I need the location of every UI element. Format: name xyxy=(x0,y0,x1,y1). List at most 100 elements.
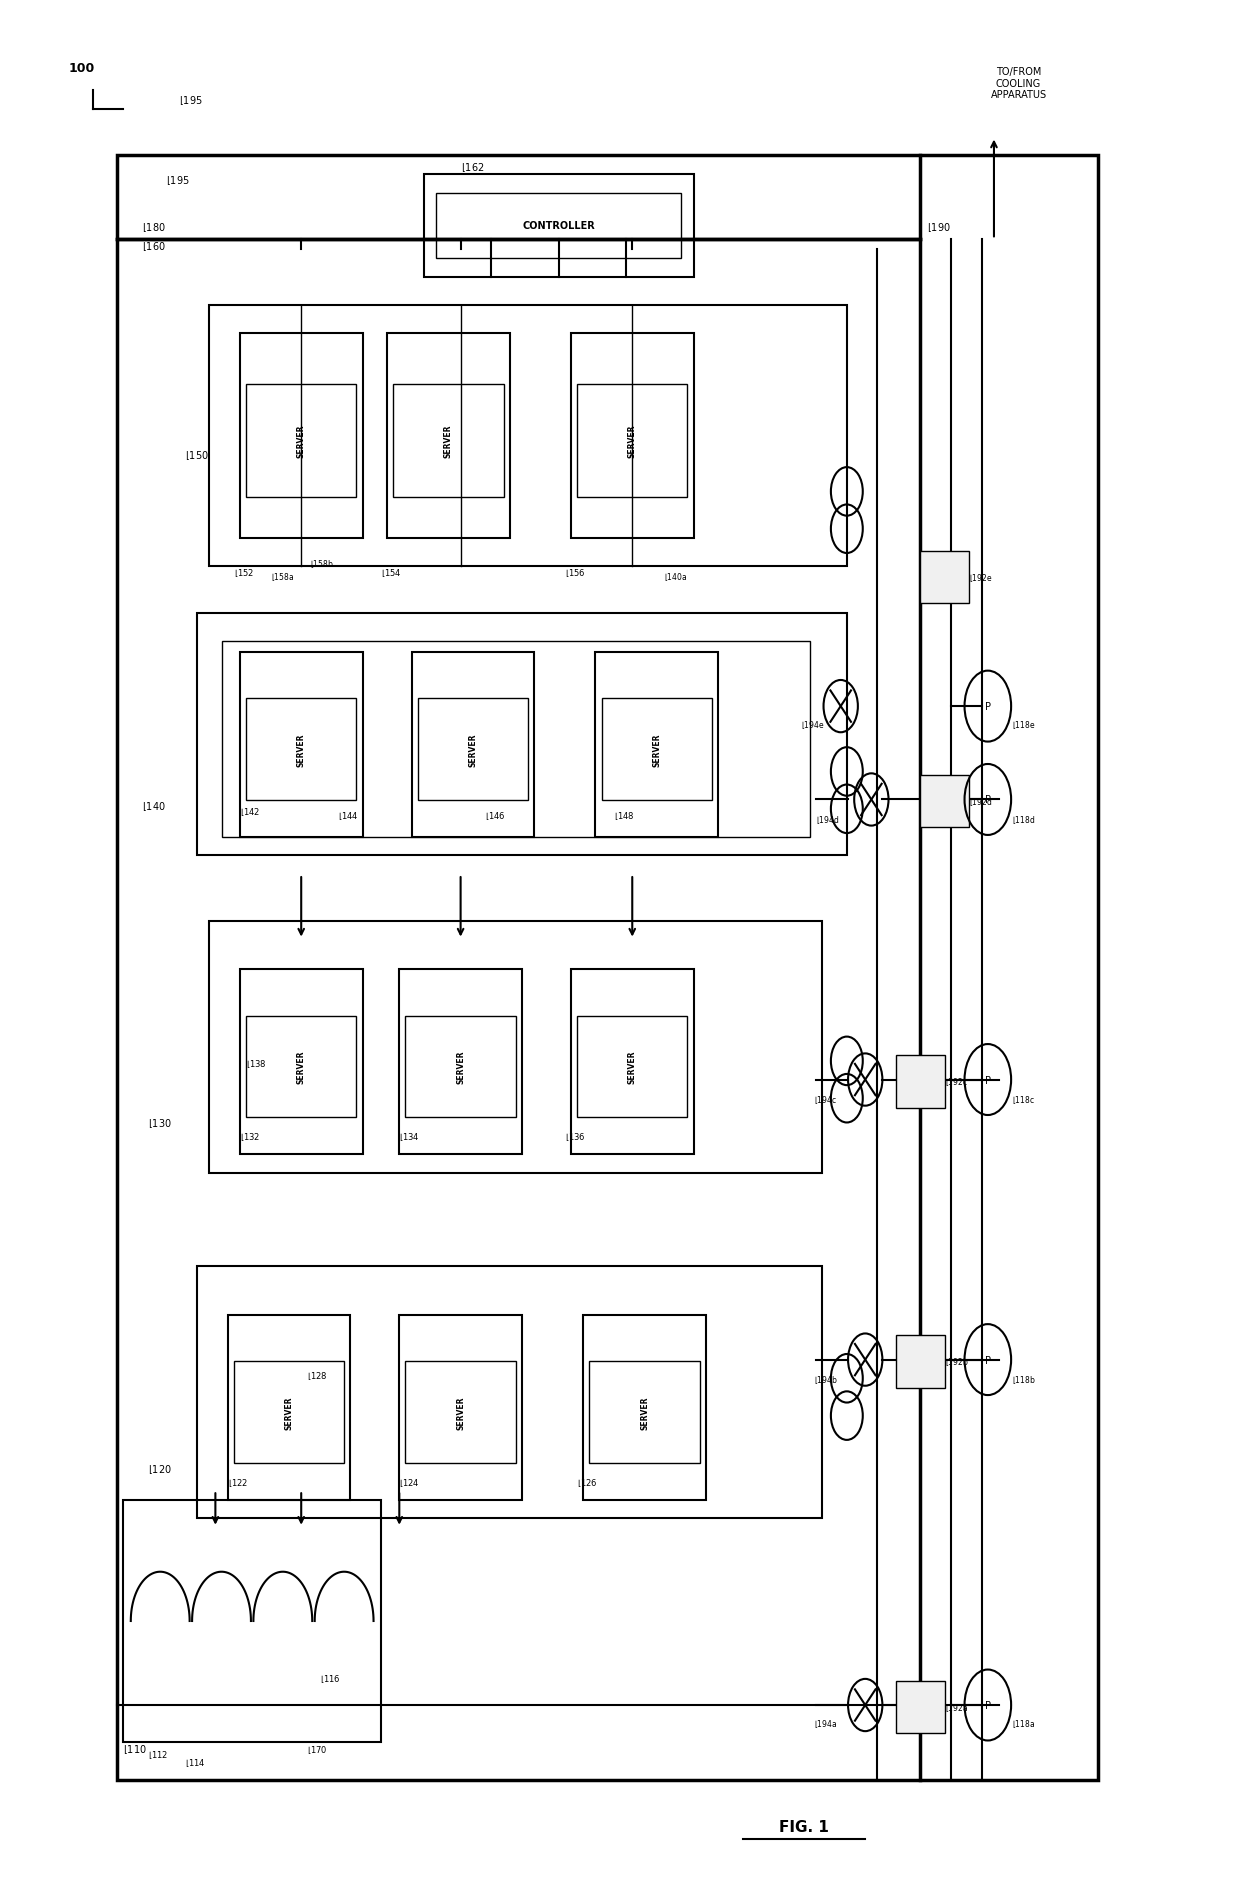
Bar xyxy=(239,333,362,540)
Text: SERVER: SERVER xyxy=(456,1051,465,1083)
Text: SERVER: SERVER xyxy=(627,1051,637,1083)
Text: $\lfloor$138: $\lfloor$138 xyxy=(246,1058,267,1070)
Text: $\lfloor$112: $\lfloor$112 xyxy=(148,1748,169,1760)
Bar xyxy=(210,921,822,1173)
Text: P: P xyxy=(985,1075,991,1085)
Bar xyxy=(197,1267,822,1519)
Bar xyxy=(210,306,847,566)
Bar xyxy=(228,1316,350,1500)
Text: $\lfloor$194d: $\lfloor$194d xyxy=(816,814,839,825)
Text: $\lfloor$156: $\lfloor$156 xyxy=(565,568,585,579)
Text: $\lfloor$126: $\lfloor$126 xyxy=(577,1476,598,1487)
Text: $\lfloor$190: $\lfloor$190 xyxy=(926,220,950,233)
Text: SERVER: SERVER xyxy=(284,1395,294,1429)
Text: $\lfloor$195: $\lfloor$195 xyxy=(166,175,190,188)
Text: P: P xyxy=(985,701,991,713)
Bar xyxy=(895,1681,945,1733)
Bar xyxy=(234,1361,345,1463)
Bar xyxy=(589,1361,699,1463)
Text: $\lfloor$136: $\lfloor$136 xyxy=(565,1130,585,1143)
Text: $\lfloor$194c: $\lfloor$194c xyxy=(813,1094,837,1105)
Bar xyxy=(920,776,970,827)
Text: $\lfloor$120: $\lfloor$120 xyxy=(148,1463,171,1474)
Bar xyxy=(246,1015,356,1117)
Bar xyxy=(405,1015,516,1117)
Text: SERVER: SERVER xyxy=(469,733,477,767)
Text: $\lfloor$158b: $\lfloor$158b xyxy=(310,558,334,570)
Text: SERVER: SERVER xyxy=(296,733,306,767)
Bar xyxy=(601,699,712,801)
Text: $\lfloor$152: $\lfloor$152 xyxy=(234,568,254,579)
Text: $\lfloor$170: $\lfloor$170 xyxy=(308,1743,327,1754)
Bar xyxy=(577,385,687,498)
Text: P: P xyxy=(985,795,991,805)
Bar xyxy=(595,652,718,837)
Bar xyxy=(399,970,522,1154)
Bar xyxy=(436,194,681,259)
Bar xyxy=(424,175,693,278)
Text: $\lfloor$142: $\lfloor$142 xyxy=(239,807,260,818)
Text: $\lfloor$130: $\lfloor$130 xyxy=(148,1117,171,1130)
Text: $\lfloor$162: $\lfloor$162 xyxy=(460,162,484,175)
Text: SERVER: SERVER xyxy=(627,425,637,459)
Bar xyxy=(418,699,528,801)
Text: $\lfloor$194e: $\lfloor$194e xyxy=(801,718,826,729)
Text: $\lfloor$118e: $\lfloor$118e xyxy=(1012,718,1037,729)
Text: $\lfloor$194b: $\lfloor$194b xyxy=(813,1372,838,1386)
Bar xyxy=(118,156,1099,1780)
Bar xyxy=(583,1316,706,1500)
Text: $\lfloor$140a: $\lfloor$140a xyxy=(665,572,688,583)
Bar xyxy=(570,333,693,540)
Text: $\lfloor$116: $\lfloor$116 xyxy=(320,1671,340,1684)
Text: CONTROLLER: CONTROLLER xyxy=(522,222,595,231)
Bar xyxy=(246,699,356,801)
Text: $\lfloor$192e: $\lfloor$192e xyxy=(970,572,993,585)
Text: SERVER: SERVER xyxy=(296,425,306,459)
Text: $\lfloor$124: $\lfloor$124 xyxy=(399,1476,420,1487)
Text: $\lfloor$144: $\lfloor$144 xyxy=(339,810,358,822)
Bar xyxy=(895,1057,945,1107)
Text: $\lfloor$195: $\lfloor$195 xyxy=(179,94,202,107)
Text: SERVER: SERVER xyxy=(640,1395,649,1429)
Bar xyxy=(124,1500,381,1743)
Text: $\lfloor$160: $\lfloor$160 xyxy=(141,239,165,252)
Text: $\lfloor$114: $\lfloor$114 xyxy=(185,1756,206,1767)
Text: P: P xyxy=(985,1700,991,1711)
Bar xyxy=(577,1015,687,1117)
Bar xyxy=(412,652,534,837)
Text: $\lfloor$180: $\lfloor$180 xyxy=(141,220,165,233)
Bar xyxy=(222,641,810,837)
Text: $\lfloor$110: $\lfloor$110 xyxy=(124,1741,148,1754)
Text: $\lfloor$146: $\lfloor$146 xyxy=(485,810,506,822)
Text: SERVER: SERVER xyxy=(296,1051,306,1083)
Bar xyxy=(895,1335,945,1387)
Text: $\lfloor$118d: $\lfloor$118d xyxy=(1012,814,1035,825)
Text: SERVER: SERVER xyxy=(444,425,453,459)
Text: $\lfloor$140: $\lfloor$140 xyxy=(141,799,165,812)
Text: $\lfloor$118b: $\lfloor$118b xyxy=(1012,1372,1037,1386)
Text: $\lfloor$154: $\lfloor$154 xyxy=(381,568,402,579)
Text: $\lfloor$134: $\lfloor$134 xyxy=(399,1130,420,1143)
Bar xyxy=(570,970,693,1154)
Bar xyxy=(393,385,503,498)
Text: FIG. 1: FIG. 1 xyxy=(779,1820,828,1833)
Bar xyxy=(399,1316,522,1500)
Text: $\lfloor$118c: $\lfloor$118c xyxy=(1012,1094,1035,1105)
Text: SERVER: SERVER xyxy=(456,1395,465,1429)
Bar xyxy=(239,652,362,837)
Text: $\lfloor$194a: $\lfloor$194a xyxy=(813,1716,837,1728)
Text: $\lfloor$128: $\lfloor$128 xyxy=(308,1369,329,1382)
Text: 100: 100 xyxy=(68,62,94,75)
Bar xyxy=(197,613,847,855)
Bar xyxy=(920,553,970,603)
Text: $\lfloor$192b: $\lfloor$192b xyxy=(945,1355,968,1369)
Text: $\lfloor$158a: $\lfloor$158a xyxy=(270,572,294,583)
Text: $\lfloor$122: $\lfloor$122 xyxy=(228,1476,248,1487)
Text: SERVER: SERVER xyxy=(652,733,661,767)
Bar xyxy=(246,385,356,498)
Text: TO/FROM
COOLING
APPARATUS: TO/FROM COOLING APPARATUS xyxy=(991,68,1047,100)
Text: $\lfloor$192c: $\lfloor$192c xyxy=(945,1075,968,1089)
Bar xyxy=(387,333,510,540)
Text: $\lfloor$192a: $\lfloor$192a xyxy=(945,1701,968,1713)
Text: $\lfloor$132: $\lfloor$132 xyxy=(239,1130,260,1143)
